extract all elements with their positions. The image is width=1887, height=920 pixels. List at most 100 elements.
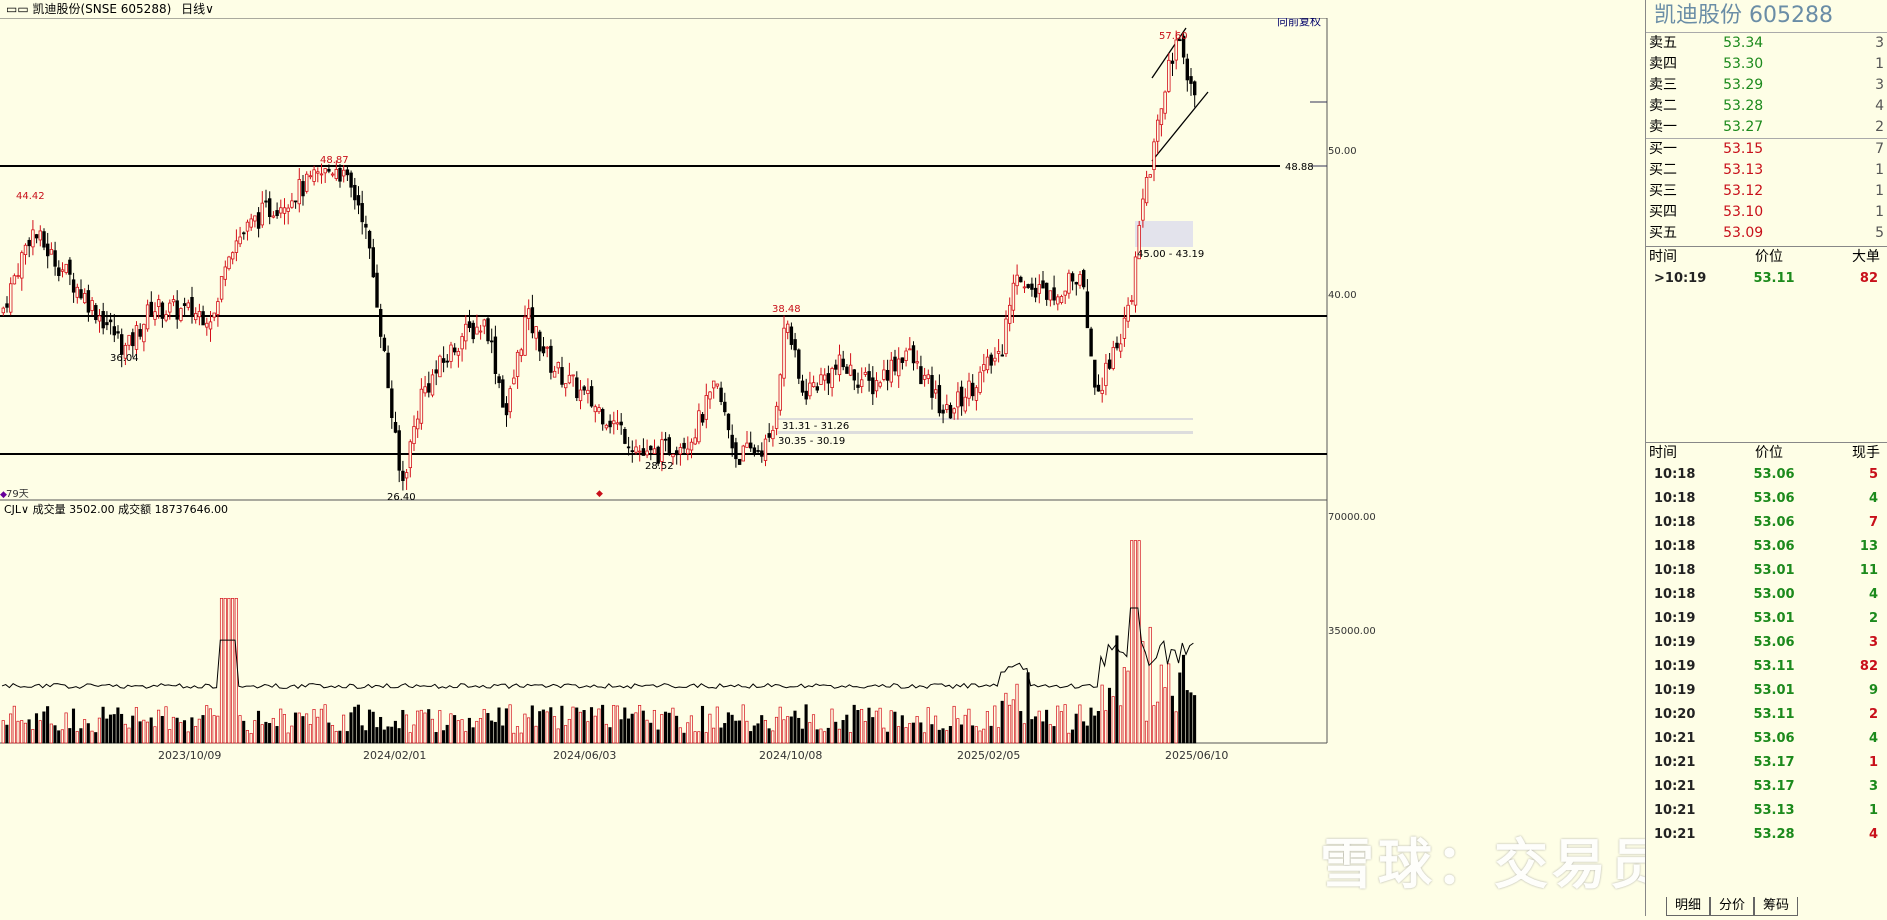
tick-row[interactable]: 10:19 53.06 3 (1654, 635, 1878, 650)
candle-body (897, 358, 901, 377)
candle-body (615, 422, 620, 425)
bid-row[interactable]: 买五 53.09 5 (1649, 225, 1884, 241)
tick-row[interactable]: 10:19 53.11 82 (1654, 659, 1878, 674)
candle-body (937, 385, 942, 414)
tick-row[interactable]: 10:21 53.06 4 (1654, 731, 1878, 746)
tick-row[interactable]: 10:21 53.17 1 (1654, 755, 1878, 770)
tick-row[interactable]: 10:21 53.17 3 (1654, 779, 1878, 794)
bid-row[interactable]: 买三 53.12 1 (1649, 183, 1884, 199)
tick-row[interactable]: 10:18 53.06 4 (1654, 491, 1878, 506)
chart-area[interactable]: 向前复权 44.42 36.04 48.87 26.40 38.48 28.52… (0, 14, 1645, 916)
volume-bar (386, 726, 390, 744)
tick-row[interactable]: 10:19 53.01 9 (1654, 683, 1878, 698)
volume-bar (478, 718, 483, 744)
candle-body (693, 437, 697, 445)
bid-row[interactable]: 买一 53.15 7 (1649, 141, 1884, 157)
tick-row[interactable]: 10:21 53.13 1 (1654, 803, 1878, 818)
candle-body (922, 374, 927, 380)
volume-bar (127, 727, 131, 744)
volume-bar (767, 728, 771, 744)
big-order-row[interactable]: >10:19 53.11 82 (1654, 271, 1878, 286)
candle-body (179, 308, 183, 321)
volume-bar (238, 715, 242, 744)
tab-detail[interactable]: 明细 (1666, 897, 1711, 916)
candle-body (271, 215, 276, 218)
ask-row[interactable]: 卖二 53.28 4 (1649, 98, 1884, 114)
volume-bar (959, 724, 964, 744)
volume-bar (582, 710, 586, 744)
volume-bar (1052, 726, 1056, 744)
candle-body (904, 350, 908, 361)
candle-body (371, 247, 375, 278)
ask-row[interactable]: 卖一 53.27 2 (1649, 119, 1884, 135)
candle-body (349, 172, 353, 188)
volume-bar (641, 710, 645, 744)
volume-bar (697, 731, 701, 744)
tick-row[interactable]: 10:18 53.00 4 (1654, 587, 1878, 602)
candle-body (952, 408, 956, 414)
candle-body (378, 309, 383, 337)
volume-bar (612, 704, 616, 744)
volume-bar (523, 713, 527, 744)
volume-bar (811, 714, 816, 744)
tick-row[interactable]: 10:18 53.06 7 (1654, 515, 1878, 530)
volume-indicator-label[interactable]: CJL∨ 成交量 3502.00 成交额 18737646.00 (4, 502, 228, 516)
tick-row[interactable]: 10:20 53.11 2 (1654, 707, 1878, 722)
volume-bar (649, 722, 653, 744)
candle-body (1193, 81, 1197, 96)
volume-bar (308, 723, 312, 744)
restore-mode-label[interactable]: 向前复权 (1277, 14, 1321, 28)
bid-row[interactable]: 买二 53.13 1 (1649, 162, 1884, 178)
candle-body (253, 215, 257, 222)
candle-body (996, 351, 1001, 354)
volume-bar (367, 709, 372, 744)
tab-chips[interactable]: 筹码 (1754, 897, 1799, 916)
candle-body (205, 322, 209, 328)
ask-row[interactable]: 卖三 53.29 3 (1649, 77, 1884, 93)
volume-bar (1008, 704, 1012, 744)
candle-body (330, 173, 335, 176)
candle-body (223, 266, 227, 280)
period-selector[interactable]: 日线∨ (181, 2, 214, 16)
volume-bar (205, 705, 209, 744)
tick-row[interactable]: 10:21 53.28 4 (1654, 827, 1878, 842)
candle-body (1004, 318, 1008, 355)
volume-bar (20, 720, 24, 744)
volume-bar (231, 598, 235, 744)
volume-bar (168, 729, 172, 744)
volume-bar (726, 712, 730, 744)
volume-bar (963, 714, 967, 744)
ask-row[interactable]: 卖四 53.30 1 (1649, 56, 1884, 72)
volume-bar (823, 731, 827, 744)
bid-row[interactable]: 买四 53.10 1 (1649, 204, 1884, 220)
volume-bar (1144, 720, 1149, 744)
candlestick-chart[interactable]: 向前复权 44.42 36.04 48.87 26.40 38.48 28.52… (0, 14, 1645, 916)
tick-row[interactable]: 10:18 53.01 11 (1654, 563, 1878, 578)
tick-row[interactable]: 10:19 53.01 2 (1654, 611, 1878, 626)
volume-bar (782, 719, 786, 744)
label-48-87: 48.87 (320, 155, 349, 166)
tick-row[interactable]: 10:18 53.06 13 (1654, 539, 1878, 554)
volume-bar (349, 712, 353, 744)
volume-bar (371, 711, 375, 744)
candle-body (837, 354, 842, 376)
ask-row[interactable]: 卖五 53.34 3 (1649, 35, 1884, 51)
volume-bar (171, 716, 175, 744)
volume-bar (952, 705, 956, 744)
candle-body (1, 307, 5, 314)
volume-bar (453, 715, 457, 744)
volume-bar (723, 723, 727, 744)
candle-body (38, 230, 42, 241)
volume-bar (460, 719, 464, 744)
candle-body (538, 331, 542, 352)
candle-body (168, 302, 172, 313)
candle-body (985, 356, 990, 371)
volume-bar (797, 717, 801, 744)
tick-row[interactable]: 10:18 53.06 5 (1654, 467, 1878, 482)
tab-price-dist[interactable]: 分价 (1710, 897, 1755, 916)
candle-body (282, 207, 287, 214)
candle-body (356, 195, 361, 206)
candle-body (575, 377, 579, 399)
candle-body (826, 373, 831, 384)
candle-body (452, 347, 457, 353)
